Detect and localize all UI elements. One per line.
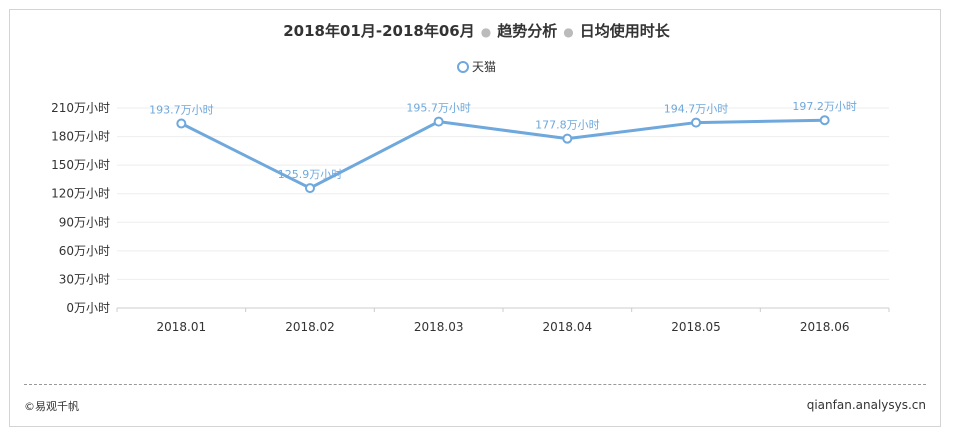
data-point: [305, 183, 315, 194]
data-label: 125.9万小时: [278, 168, 343, 181]
y-tick-label: 120万小时: [51, 187, 110, 201]
data-label: 193.7万小时: [149, 104, 214, 117]
y-tick-label: 90万小时: [59, 215, 110, 229]
footer-source-url: qianfan.analysys.cn: [806, 398, 926, 412]
data-label: 177.8万小时: [535, 119, 600, 132]
data-label: 195.7万小时: [406, 102, 471, 115]
y-tick-label: 150万小时: [51, 158, 110, 172]
legend-marker-icon: [456, 61, 469, 73]
y-tick-label: 60万小时: [59, 244, 110, 258]
x-tick-label: 2018.02: [285, 320, 335, 334]
data-point: [691, 117, 701, 128]
y-tick-label: 0万小时: [66, 301, 110, 315]
data-point: [819, 115, 830, 126]
title-separator: ●: [563, 25, 574, 39]
y-tick-label: 180万小时: [51, 130, 110, 144]
x-tick-label: 2018.03: [414, 320, 464, 334]
data-point: [176, 118, 187, 129]
title-separator: ●: [480, 25, 492, 39]
data-label: 194.7万小时: [664, 103, 729, 116]
data-point: [562, 133, 573, 144]
x-tick-label: 2018.04: [543, 320, 593, 334]
legend[interactable]: 天猫: [0, 58, 953, 75]
title-date-range: 2018年01月-2018年06月: [283, 22, 475, 40]
y-tick-label: 30万小时: [59, 272, 110, 286]
y-tick-label: 210万小时: [51, 101, 110, 115]
chart-title: 2018年01月-2018年06月 ● 趋势分析 ● 日均使用时长: [0, 20, 953, 41]
footer-copyright: ©易观千帆: [24, 400, 79, 413]
title-metric: 日均使用时长: [579, 22, 670, 40]
x-tick-label: 2018.06: [800, 320, 850, 334]
x-tick-label: 2018.05: [671, 320, 721, 334]
data-point: [433, 116, 444, 127]
chart-frame: [9, 9, 941, 427]
series-line: [179, 118, 827, 190]
legend-label: 天猫: [471, 60, 496, 74]
data-label: 197.2万小时: [792, 100, 857, 113]
x-tick-label: 2018.01: [157, 320, 207, 334]
footer-divider: [24, 384, 926, 385]
title-analysis: 趋势分析: [497, 22, 558, 40]
